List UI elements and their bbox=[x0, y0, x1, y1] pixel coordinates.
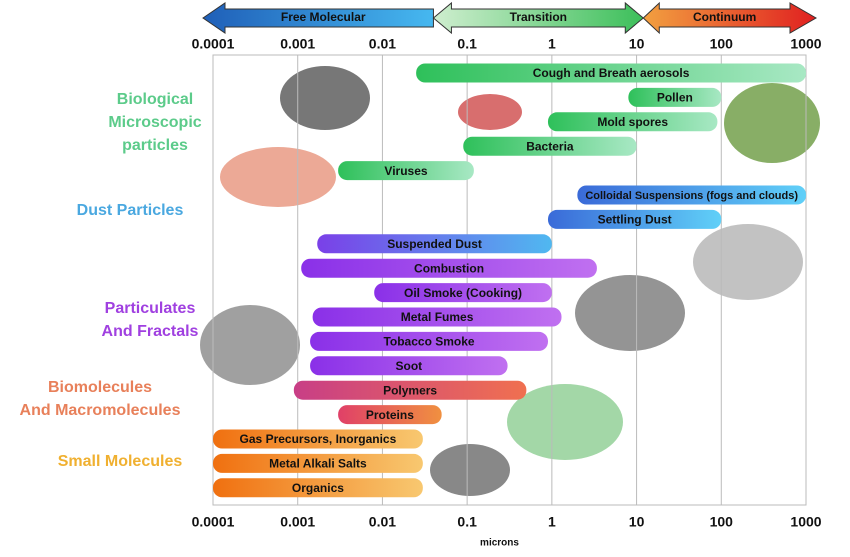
x-tick-label-top: 1000 bbox=[790, 36, 821, 52]
range-bar bbox=[547, 112, 718, 132]
regime-label: Continuum bbox=[693, 10, 756, 24]
bar-label: Bacteria bbox=[526, 139, 574, 153]
x-tick-label: 0.001 bbox=[280, 514, 315, 530]
regime-arrow bbox=[642, 1, 818, 35]
image-pollen bbox=[724, 83, 820, 163]
range-bar bbox=[213, 429, 423, 449]
x-tick-label-top: 0.0001 bbox=[192, 36, 235, 52]
range-bar bbox=[577, 185, 806, 205]
range-bar bbox=[213, 478, 423, 498]
x-tick-label-top: 0.001 bbox=[280, 36, 315, 52]
bar-label: Soot bbox=[395, 359, 422, 373]
range-bar bbox=[463, 136, 637, 156]
image-dust bbox=[693, 224, 803, 300]
range-bar bbox=[310, 356, 508, 376]
image-cough bbox=[280, 66, 370, 130]
range-bar bbox=[312, 307, 562, 327]
group-label: Microscopic bbox=[108, 114, 201, 131]
x-tick-label-top: 1 bbox=[548, 36, 556, 52]
group-label: Small Molecules bbox=[58, 453, 183, 470]
image-bacteria bbox=[458, 94, 522, 130]
group-label: And Macromolecules bbox=[20, 402, 181, 419]
x-tick-label: 0.1 bbox=[457, 514, 477, 530]
range-bar bbox=[317, 234, 552, 254]
x-axis-label: microns bbox=[480, 538, 519, 549]
group-label: Dust Particles bbox=[77, 202, 184, 219]
x-tick-label: 100 bbox=[710, 514, 734, 530]
range-bar bbox=[310, 331, 548, 351]
group-label: And Fractals bbox=[102, 323, 199, 340]
x-tick-label: 0.01 bbox=[369, 514, 396, 530]
bar-label: Viruses bbox=[384, 164, 427, 178]
range-bar bbox=[338, 161, 474, 181]
group-label: Biological bbox=[117, 91, 193, 108]
bar-label: Proteins bbox=[366, 408, 414, 422]
group-label: Particulates bbox=[105, 300, 196, 317]
range-bar bbox=[301, 258, 597, 278]
bar-label: Tobacco Smoke bbox=[383, 335, 474, 349]
bar-label: Mold spores bbox=[597, 115, 668, 129]
x-tick-label: 1000 bbox=[790, 514, 821, 530]
group-label: particles bbox=[122, 137, 188, 154]
bar-label: Oil Smoke (Cooking) bbox=[404, 286, 522, 300]
regime-label: Free Molecular bbox=[281, 10, 366, 24]
range-bar bbox=[293, 380, 527, 400]
regime-label: Transition bbox=[510, 10, 567, 24]
group-label: Biomolecules bbox=[48, 379, 152, 396]
x-tick-label: 0.0001 bbox=[192, 514, 235, 530]
image-smoke bbox=[575, 275, 685, 351]
range-bar bbox=[416, 63, 806, 83]
range-bar bbox=[374, 283, 552, 303]
range-bar bbox=[628, 87, 722, 107]
x-tick-label-top: 0.01 bbox=[369, 36, 396, 52]
range-bar bbox=[213, 453, 423, 473]
image-molecule bbox=[430, 444, 510, 496]
bar-label: Pollen bbox=[657, 91, 693, 105]
image-soot bbox=[200, 305, 300, 385]
image-protein bbox=[507, 384, 623, 460]
x-tick-label: 1 bbox=[548, 514, 556, 530]
x-tick-label: 10 bbox=[629, 514, 645, 530]
bar-label: Metal Fumes bbox=[401, 310, 474, 324]
range-bar bbox=[547, 209, 722, 229]
bar-label: Combustion bbox=[414, 261, 484, 275]
image-virus bbox=[220, 147, 336, 207]
bar-label: Colloidal Suspensions (fogs and clouds) bbox=[585, 190, 798, 202]
bar-label: Metal Alkali Salts bbox=[269, 457, 367, 471]
bar-label: Organics bbox=[292, 481, 344, 495]
range-bar bbox=[338, 405, 442, 425]
x-tick-label-top: 0.1 bbox=[457, 36, 477, 52]
bar-label: Polymers bbox=[383, 383, 437, 397]
x-tick-label-top: 100 bbox=[710, 36, 734, 52]
bar-label: Suspended Dust bbox=[387, 237, 482, 251]
bar-label: Gas Precursors, Inorganics bbox=[240, 432, 397, 446]
bar-label: Settling Dust bbox=[598, 213, 672, 227]
bar-label: Cough and Breath aerosols bbox=[533, 66, 690, 80]
x-tick-label-top: 10 bbox=[629, 36, 645, 52]
